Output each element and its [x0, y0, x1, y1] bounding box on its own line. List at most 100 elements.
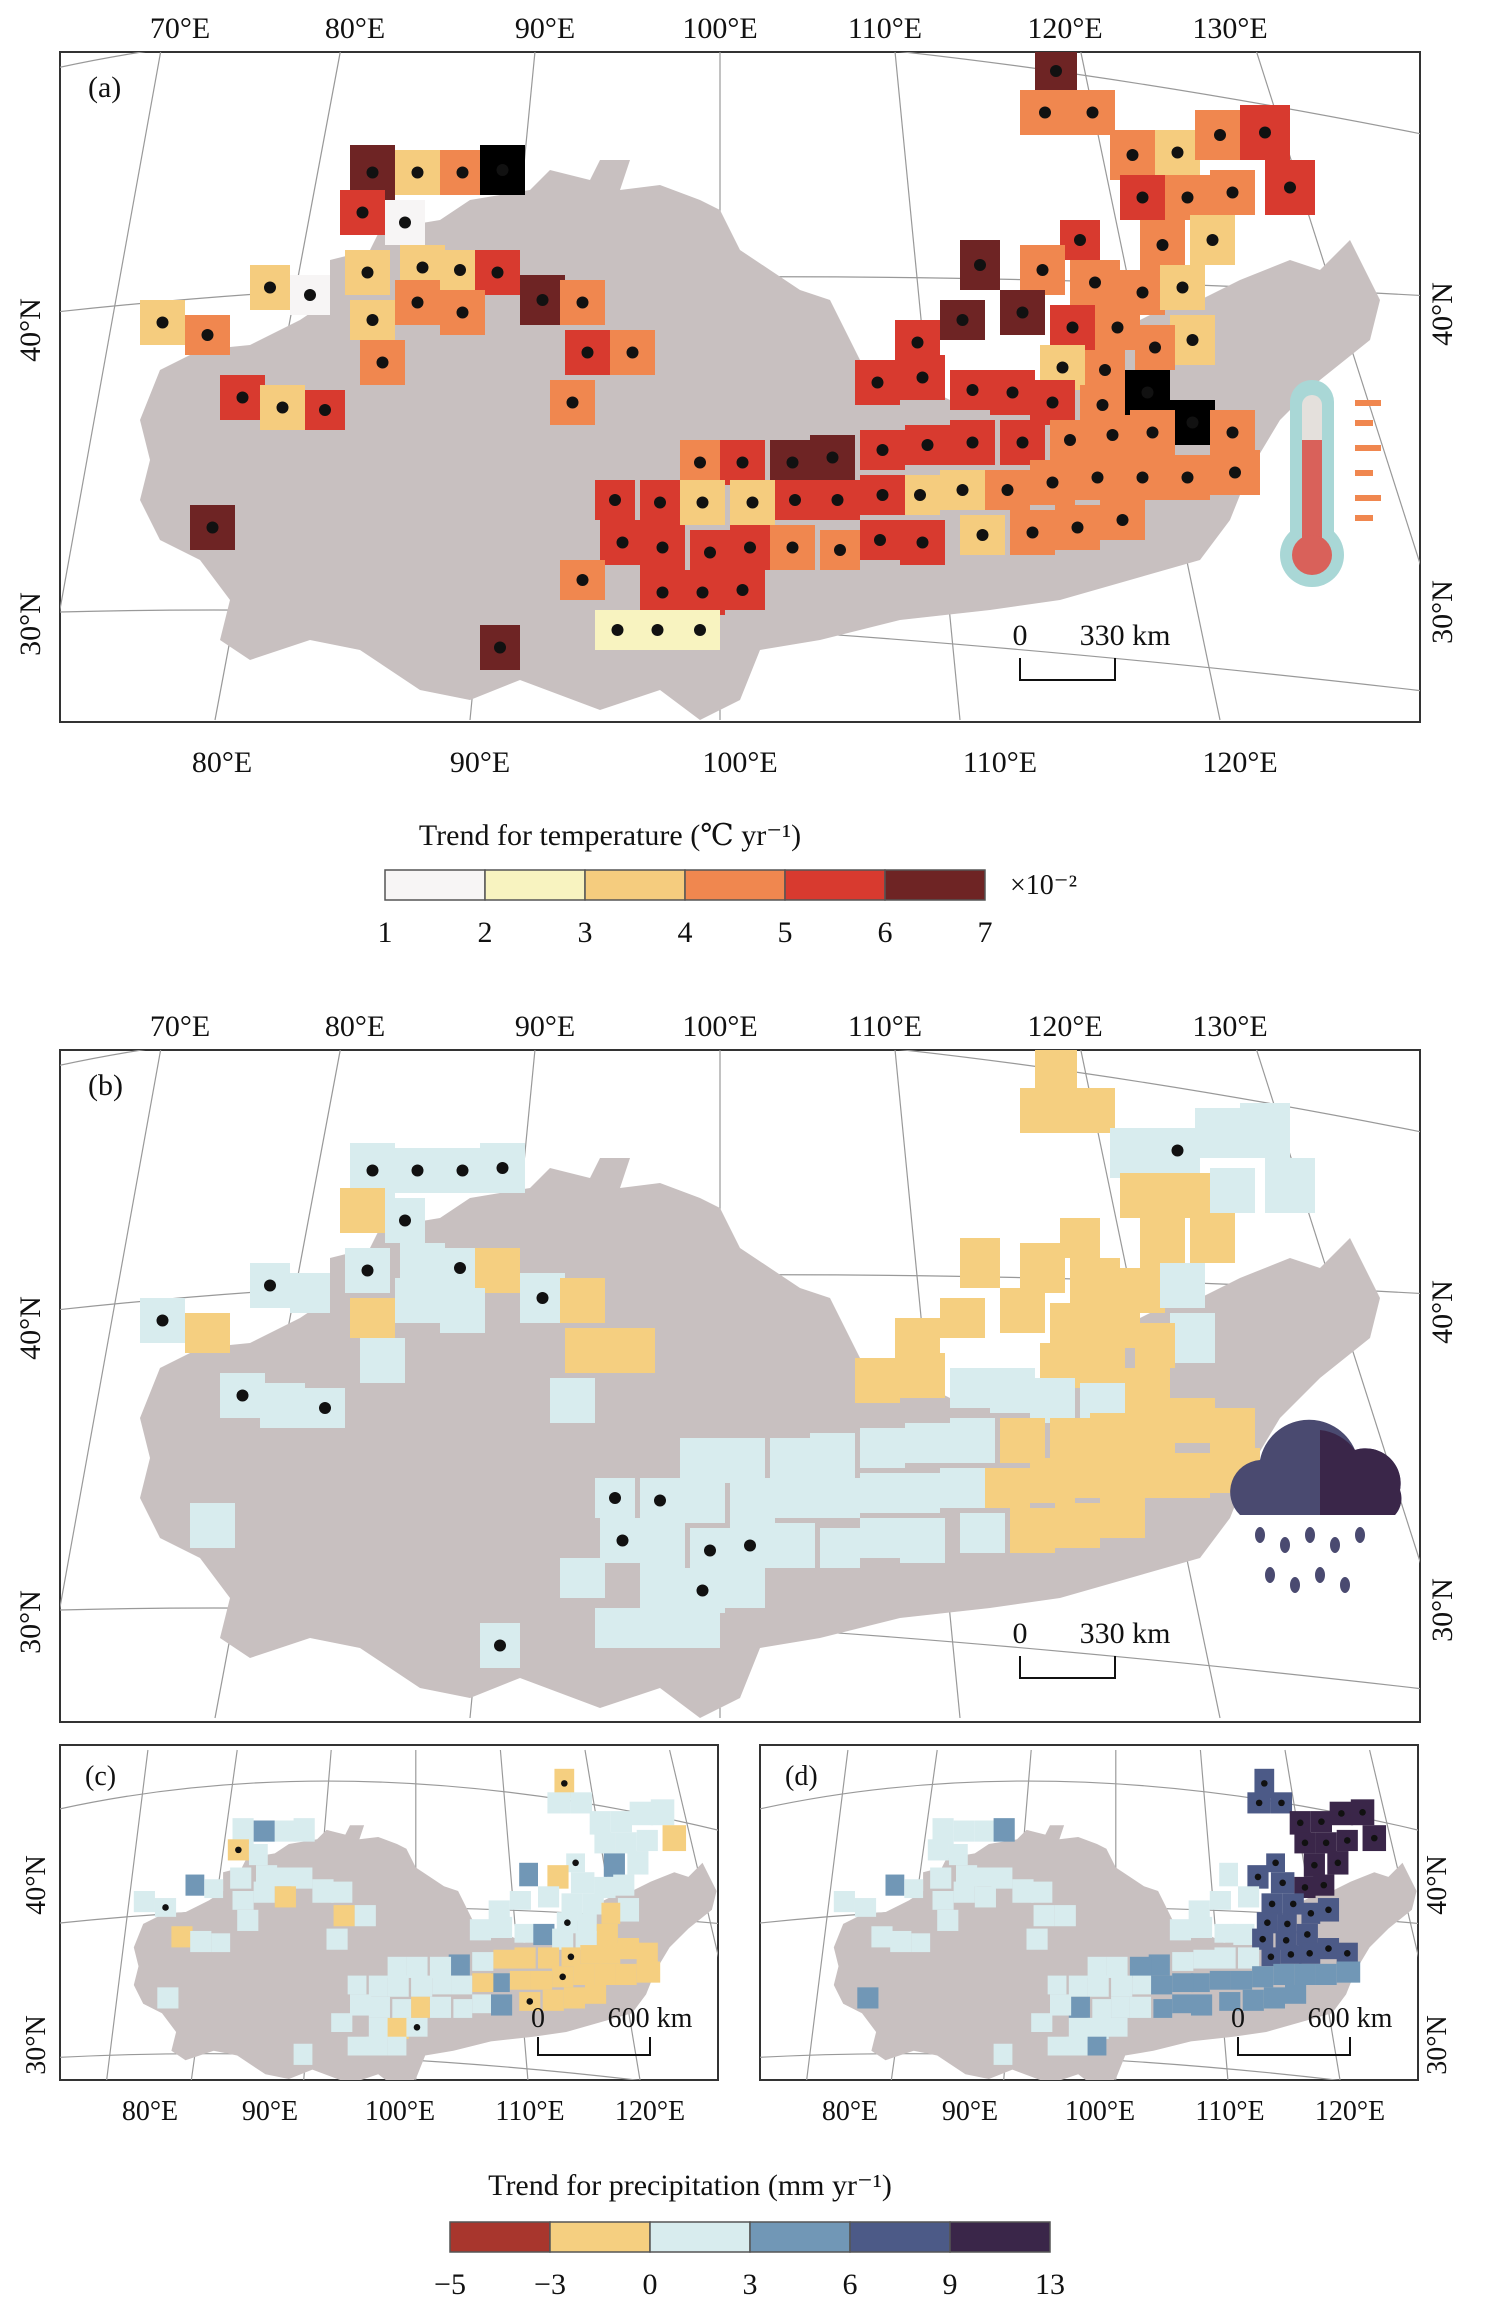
- grid-cell: [1070, 1088, 1115, 1133]
- grid-cell: [770, 1523, 815, 1568]
- significance-dot: [1289, 1900, 1297, 1908]
- grid-cell: [1030, 1378, 1075, 1423]
- grid-cell: [950, 1418, 995, 1463]
- longitude-line: [106, 1749, 149, 2080]
- grid-cell: [360, 1338, 405, 1383]
- significance-dot: [704, 546, 716, 559]
- grid-cell: [599, 1942, 621, 1964]
- significance-dot: [616, 536, 629, 549]
- significance-dot: [454, 1262, 466, 1274]
- significance-dot: [1322, 1839, 1330, 1847]
- significance-dot: [1259, 126, 1271, 139]
- significance-dot: [366, 166, 379, 179]
- grid-cell: [1195, 1108, 1245, 1158]
- significance-dot: [496, 164, 509, 176]
- grid-cell: [493, 1949, 515, 1969]
- grid-cell: [157, 1987, 179, 2009]
- grid-cell: [274, 1867, 294, 1887]
- grid-cell: [440, 1288, 485, 1333]
- grid-cell: [960, 1238, 1000, 1288]
- grid-cell: [547, 1792, 571, 1814]
- precipitation-legend-tick: 9: [943, 2268, 958, 2301]
- panel-c: (c) 80°E 90°E 100°E 110°E 120°E 40°N 30°N 0 600 k…: [21, 1744, 719, 2127]
- significance-dot: [264, 1279, 276, 1292]
- grid-cell: [720, 1438, 765, 1483]
- grid-cell: [1190, 1213, 1235, 1263]
- grid-cell: [475, 1248, 520, 1293]
- grid-cell: [1273, 1963, 1295, 1985]
- precipitation-legend-swatch: [949, 2221, 1051, 2253]
- significance-dot: [1136, 286, 1149, 299]
- grid-cell: [730, 1478, 775, 1523]
- grid-cell: [547, 1865, 569, 1889]
- grid-cell: [1031, 2013, 1053, 2032]
- significance-dot: [1268, 1900, 1276, 1908]
- grid-cell: [860, 1428, 905, 1468]
- grid-cell: [340, 1188, 385, 1233]
- grid-cell: [1050, 1303, 1095, 1348]
- grid-cell: [1087, 2017, 1109, 2040]
- precipitation-legend-tick: 0: [643, 2268, 658, 2301]
- grid-cell: [1242, 1989, 1264, 2011]
- grid-cell: [570, 1792, 593, 1814]
- significance-dot: [1334, 1859, 1342, 1867]
- grid-cell: [1172, 1952, 1194, 1971]
- temperature-legend-tick: 2: [478, 916, 493, 949]
- grid-cell: [1120, 1453, 1165, 1498]
- grid-cell: [594, 1876, 616, 1899]
- scale-bar-distance: 600 km: [608, 2003, 693, 2034]
- temperature-legend-multiplier: ×10⁻²: [1010, 870, 1077, 901]
- significance-dot: [1096, 399, 1109, 411]
- significance-dot: [366, 314, 379, 326]
- significance-dot: [874, 534, 886, 546]
- significance-dot: [536, 294, 549, 306]
- significance-dot: [966, 436, 979, 449]
- right-latitude-label: 40°N: [1422, 1855, 1453, 1914]
- grid-cell: [627, 1851, 649, 1875]
- significance-dot: [494, 641, 506, 654]
- grid-cell: [582, 1893, 604, 1915]
- significance-dot: [162, 1904, 169, 1911]
- significance-dot: [411, 1164, 424, 1177]
- precipitation-legend-title: Trend for precipitation (mm yr⁻¹): [488, 2169, 892, 2202]
- scale-bar-zero: 0: [531, 2003, 545, 2034]
- grid-cell: [1106, 1956, 1128, 1978]
- significance-dot: [276, 401, 289, 414]
- significance-dot: [956, 314, 969, 326]
- grid-cell: [387, 2036, 407, 2056]
- longitude-line: [669, 1749, 718, 1958]
- grid-cell: [387, 1956, 407, 1978]
- grid-cell: [1095, 1303, 1140, 1348]
- significance-dot: [626, 346, 639, 359]
- significance-dot: [1181, 191, 1194, 204]
- grid-cell: [488, 1900, 510, 1922]
- longitude-line: [1369, 1749, 1418, 1958]
- grid-cell: [1068, 1975, 1088, 1997]
- significance-dot: [264, 281, 276, 294]
- grid-cell: [1209, 1970, 1231, 1990]
- temperature-legend-swatch: [484, 869, 586, 901]
- significance-dot: [456, 166, 469, 179]
- significance-dot: [1036, 264, 1049, 276]
- significance-dot: [1284, 181, 1296, 194]
- grid-cell: [542, 1989, 564, 2011]
- significance-dot: [561, 1780, 568, 1787]
- panel-b: (b) 70°E 80°E 90°E 100°E 110°E 120°E 130°E 40°N 3…: [14, 1010, 1459, 1723]
- grid-cell: [350, 1994, 372, 2016]
- grid-cell: [1230, 1970, 1253, 1990]
- grid-cell: [953, 1881, 975, 1903]
- precipitation-legend-tick: 13: [1035, 2268, 1065, 2301]
- grid-cell: [974, 1820, 996, 1842]
- significance-dot: [319, 1402, 331, 1414]
- grid-cell: [1087, 1956, 1107, 1978]
- longitude-line: [60, 52, 162, 613]
- grid-cell: [1219, 1862, 1238, 1887]
- significance-dot: [1284, 1920, 1291, 1928]
- grid-cell: [857, 1987, 879, 2009]
- significance-dot: [399, 1214, 411, 1227]
- grid-cell: [248, 1844, 268, 1866]
- significance-dot: [1136, 471, 1149, 484]
- grid-cell: [491, 1916, 513, 1938]
- precipitation-legend-tick: −5: [434, 2268, 466, 2301]
- significance-dot: [1149, 341, 1161, 354]
